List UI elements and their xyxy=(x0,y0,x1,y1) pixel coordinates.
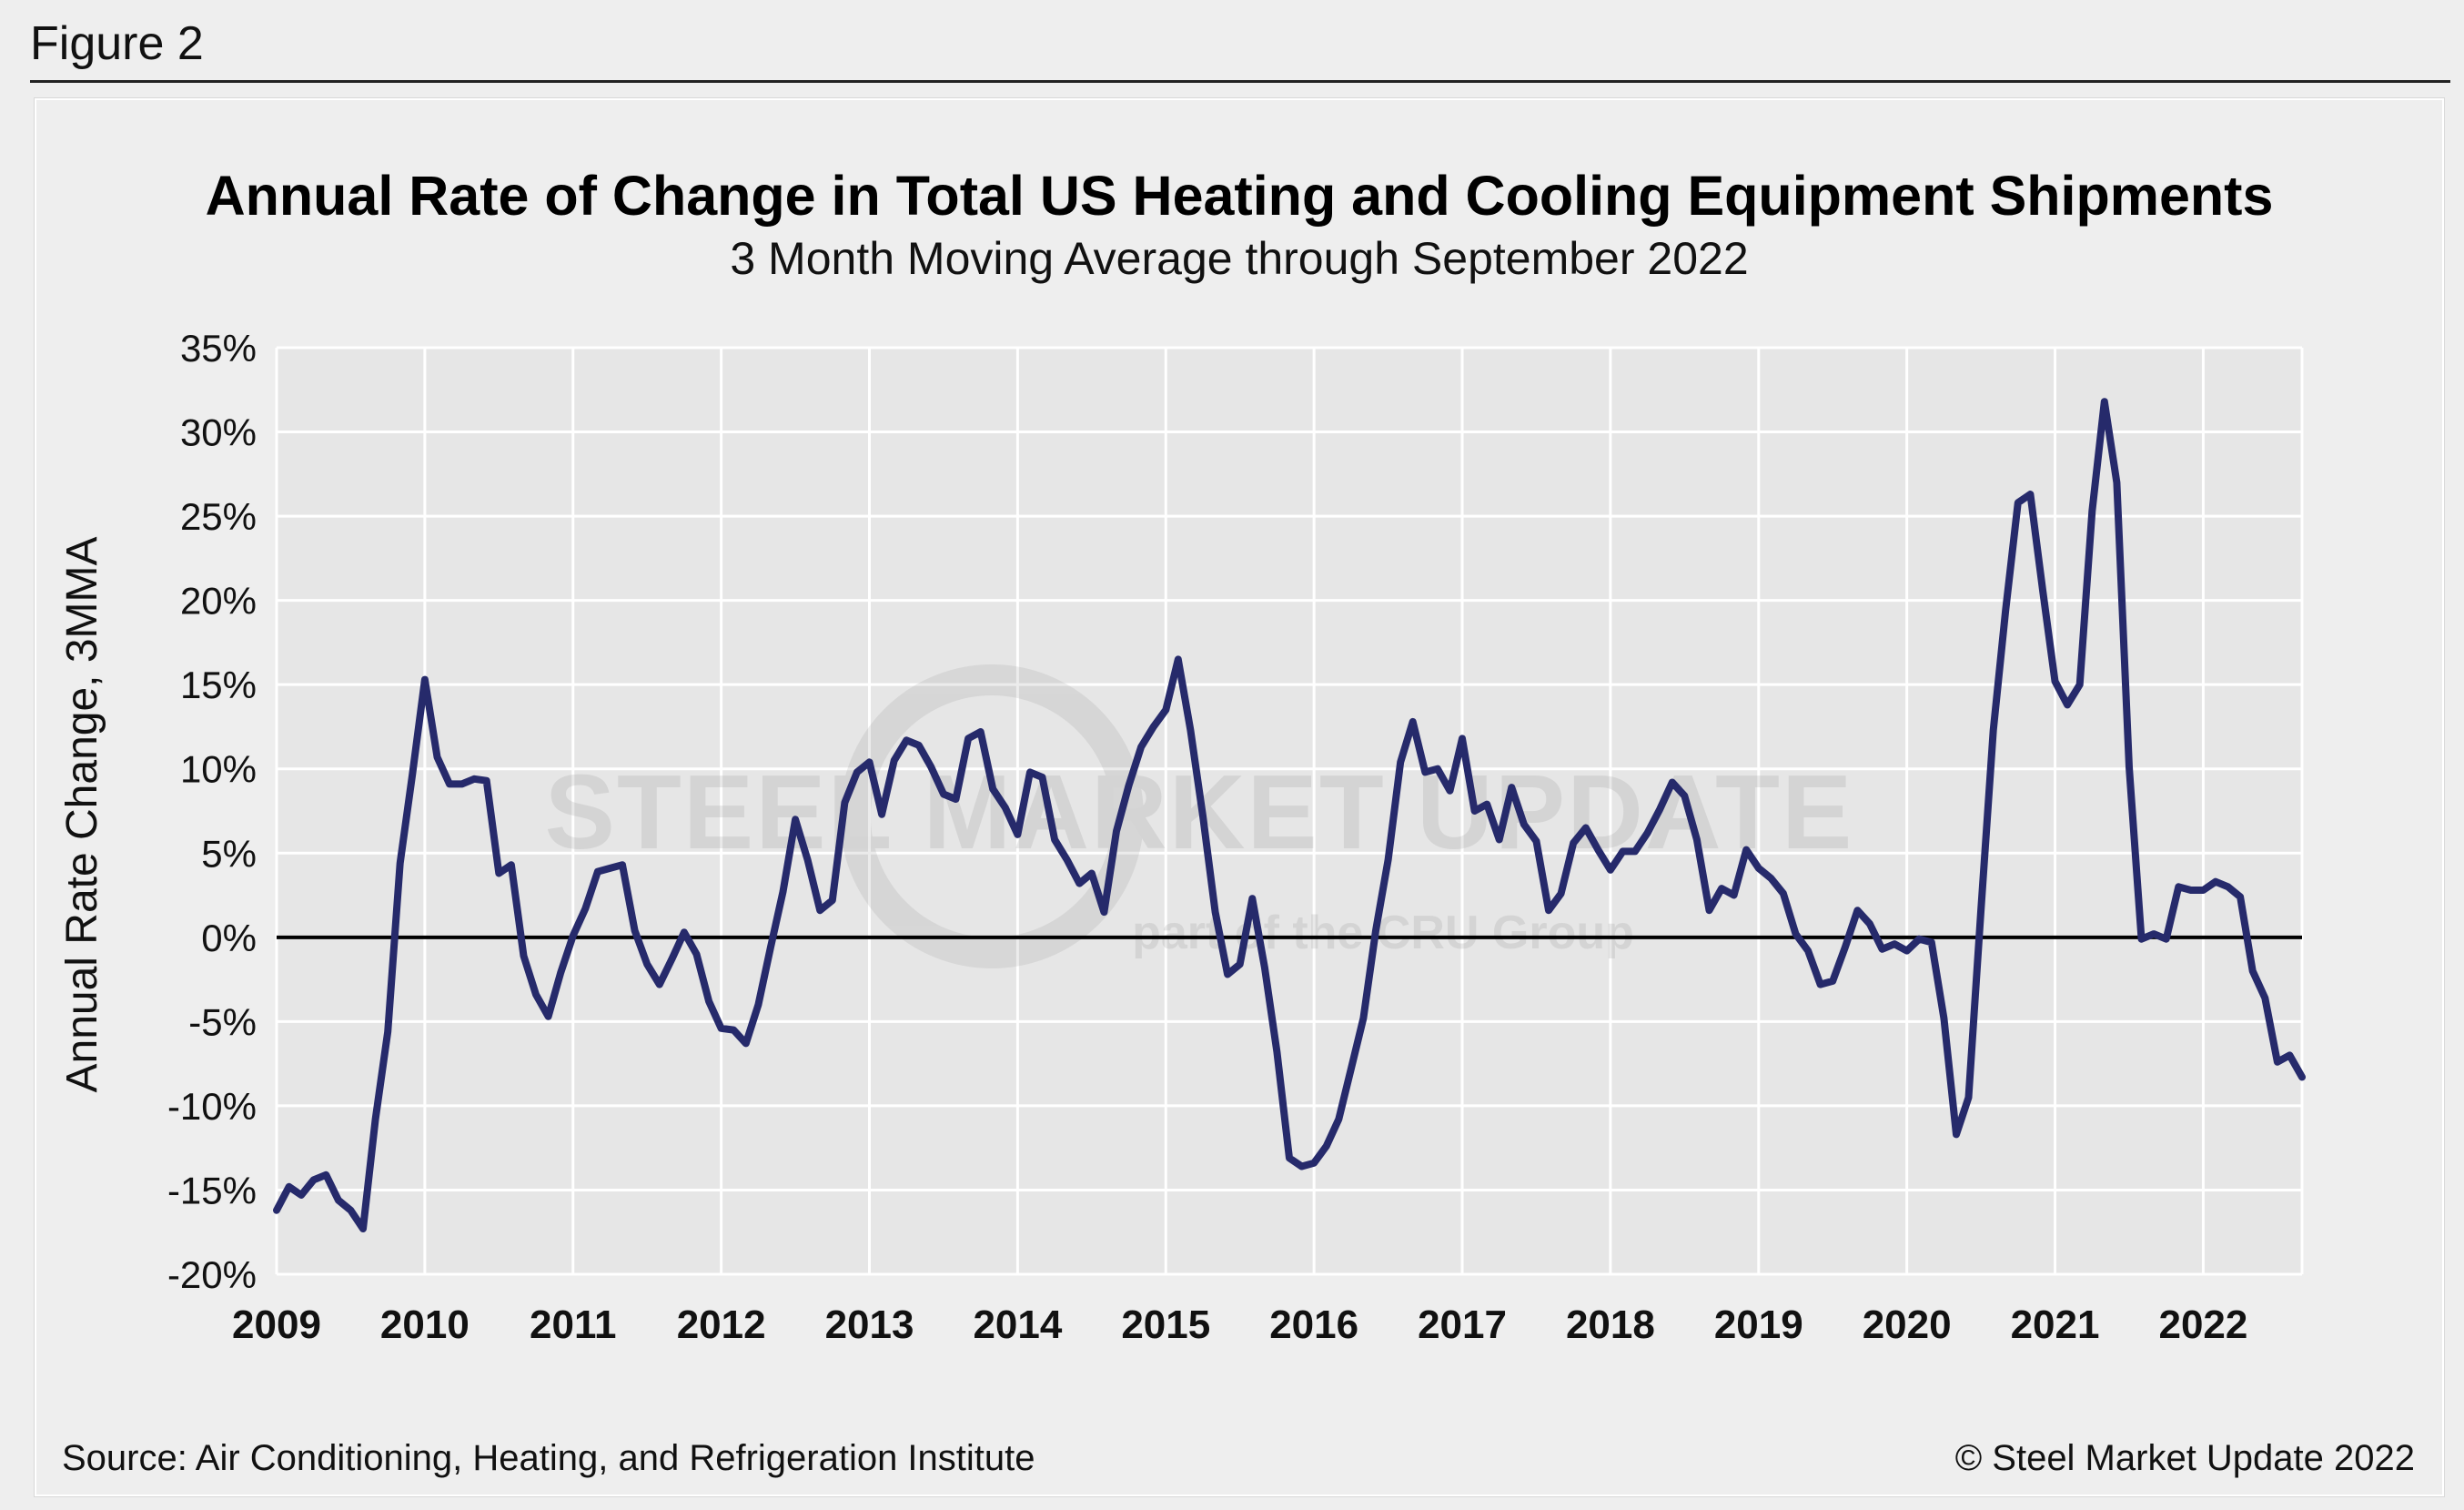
x-tick-label: 2022 xyxy=(2158,1302,2247,1347)
y-tick-label: -20% xyxy=(167,1253,257,1296)
x-tick-label: 2018 xyxy=(1566,1302,1655,1347)
x-tick-label: 2010 xyxy=(380,1302,470,1347)
gridlines xyxy=(275,346,2304,1276)
x-tick-label: 2014 xyxy=(973,1302,1062,1347)
y-tick-label: 35% xyxy=(180,327,257,370)
chart-panel: Annual Rate of Change in Total US Heatin… xyxy=(35,98,2444,1496)
x-tick-label: 2015 xyxy=(1121,1302,1210,1347)
y-axis: 35% 30% 25% 20% 15% 10% 5% 0% -5% -10% -15% -20% xyxy=(167,327,257,1296)
x-tick-label: 2013 xyxy=(825,1302,914,1347)
x-tick-label: 2011 xyxy=(530,1302,616,1347)
y-tick-label: 5% xyxy=(201,832,257,875)
chart-title: Annual Rate of Change in Total US Heatin… xyxy=(205,165,2274,227)
x-tick-label: 2009 xyxy=(232,1302,321,1347)
y-tick-label: 30% xyxy=(180,411,257,454)
x-tick-label: 2020 xyxy=(1863,1302,1952,1347)
x-tick-label: 2016 xyxy=(1269,1302,1358,1347)
y-tick-label: 15% xyxy=(180,664,257,706)
y-tick-label: 10% xyxy=(180,748,257,791)
x-tick-label: 2019 xyxy=(1714,1302,1803,1347)
y-tick-label: 0% xyxy=(201,917,257,959)
chart-subtitle: 3 Month Moving Average through September… xyxy=(730,233,1749,284)
x-axis: 2009 2010 2011 2012 2013 2014 2015 2016 2017 2018… xyxy=(232,1302,2247,1347)
y-tick-label: -5% xyxy=(188,1000,257,1043)
series-line xyxy=(273,398,2306,1232)
y-axis-label: Annual Rate Change, 3MMA xyxy=(58,536,106,1092)
figure-label: Figure 2 xyxy=(30,17,204,70)
y-tick-label: -10% xyxy=(167,1085,257,1128)
y-tick-label: 20% xyxy=(180,580,257,623)
figure-divider xyxy=(30,80,2450,83)
x-tick-label: 2017 xyxy=(1418,1302,1507,1347)
source-note: Source: Air Conditioning, Heating, and R… xyxy=(62,1438,1035,1478)
x-tick-label: 2012 xyxy=(677,1302,766,1347)
line-chart: STEEL MARKET UPDATE part of the CRU Grou… xyxy=(58,327,2306,1347)
watermark-globe-icon xyxy=(840,664,1144,968)
watermark-tagline: part of the CRU Group xyxy=(1132,907,1634,959)
x-tick-label: 2021 xyxy=(2011,1302,2100,1347)
y-tick-label: 25% xyxy=(180,495,257,538)
copyright-note: © Steel Market Update 2022 xyxy=(1954,1438,2415,1478)
y-tick-label: -15% xyxy=(167,1169,257,1211)
